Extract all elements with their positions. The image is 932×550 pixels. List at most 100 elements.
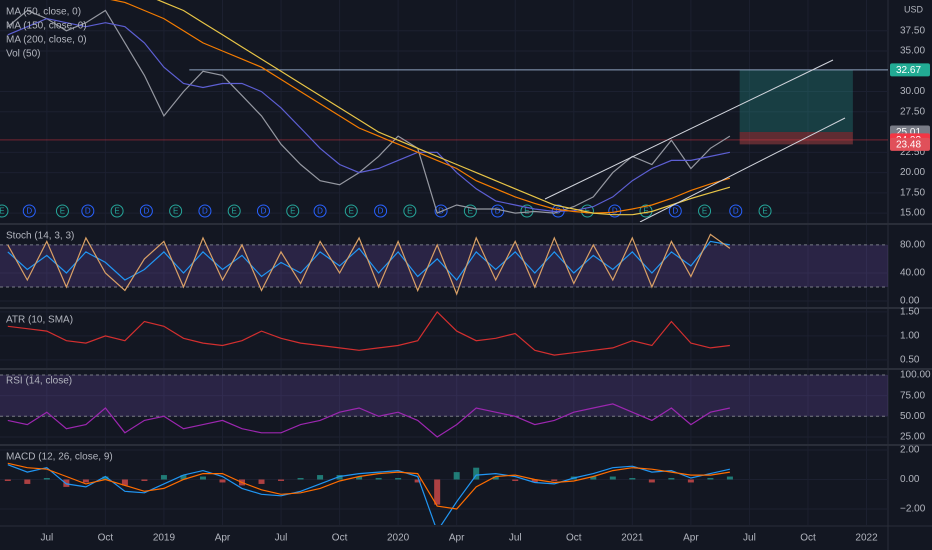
event-label: D: [317, 207, 323, 216]
event-label: D: [495, 207, 501, 216]
histogram-bar: [395, 478, 402, 480]
x-tick-label: Apr: [683, 533, 699, 544]
histogram-bar: [629, 478, 636, 480]
event-label: E: [407, 207, 412, 216]
price-badge-label: 32.67: [896, 65, 921, 76]
legend-entry: MA (200, close, 0): [6, 35, 87, 46]
x-tick-label: Jul: [509, 533, 522, 544]
series-line: [7, 464, 731, 525]
event-marker: [286, 204, 300, 218]
event-marker: [22, 204, 36, 218]
histogram-bar: [141, 479, 148, 481]
y-tick-label: 2.00: [900, 445, 920, 456]
histogram-bar: [473, 467, 480, 480]
histogram-bar: [336, 475, 343, 480]
y-tick-label: 75.00: [900, 390, 925, 401]
x-tick-label: Oct: [332, 533, 348, 544]
event-marker: [227, 204, 241, 218]
histogram-bar: [121, 479, 128, 486]
event-marker: [198, 204, 212, 218]
histogram-bar: [453, 472, 460, 480]
event-label: E: [643, 207, 648, 216]
histogram-bar: [512, 479, 519, 481]
histogram-bar: [297, 478, 304, 480]
event-label: D: [612, 207, 618, 216]
price-badge-label: 23.48: [896, 140, 921, 151]
pane-title: ATR (10, SMA): [6, 315, 73, 326]
y-tick-label: 0.00: [900, 296, 920, 307]
event-label: D: [202, 207, 208, 216]
event-label: E: [524, 207, 529, 216]
event-marker: [139, 204, 153, 218]
event-label: E: [173, 207, 178, 216]
x-tick-label: Apr: [449, 533, 465, 544]
event-marker: [313, 204, 327, 218]
currency-label: USD: [904, 4, 924, 14]
histogram-bar: [434, 479, 441, 505]
y-tick-label: 1.50: [900, 307, 920, 318]
series-line: [7, 17, 731, 213]
legend-entry: Vol (50): [6, 49, 40, 60]
legend-entry: MA (150, close, 0): [6, 21, 87, 32]
pane-title: MACD (12, 26, close, 9): [6, 452, 113, 463]
x-tick-label: Oct: [566, 533, 582, 544]
histogram-bar: [375, 478, 382, 480]
series-line: [156, 0, 731, 216]
histogram-bar: [687, 479, 694, 483]
event-marker: [758, 204, 772, 218]
event-marker: [55, 204, 69, 218]
series-line: [7, 233, 731, 296]
pane: [0, 233, 888, 302]
histogram-bar: [43, 478, 50, 480]
histogram-bar: [258, 479, 265, 484]
y-tick-label: 80.00: [900, 240, 925, 251]
pane: [0, 449, 888, 525]
x-tick-label: Oct: [98, 533, 114, 544]
x-tick-label: 2022: [855, 533, 878, 544]
histogram-bar: [102, 476, 109, 480]
event-label: E: [349, 207, 354, 216]
y-tick-label: 35.00: [900, 46, 925, 57]
event-label: E: [0, 207, 5, 216]
event-label: D: [378, 207, 384, 216]
histogram-bar: [24, 479, 31, 484]
price-badge: [890, 137, 930, 151]
histogram-bar: [219, 479, 226, 483]
band: [0, 374, 888, 417]
price-badge: [890, 63, 930, 77]
channel-drawing: [544, 59, 846, 222]
series-line: [7, 9, 731, 214]
event-label: E: [468, 207, 473, 216]
y-tick-label: 15.00: [900, 208, 925, 219]
event-label: D: [733, 207, 739, 216]
pane: [0, 374, 888, 438]
event-marker: [169, 204, 183, 218]
pane-title: RSI (14, close): [6, 376, 72, 387]
histogram-bar: [551, 479, 558, 481]
histogram-bar: [356, 476, 363, 480]
y-tick-label: −2.00: [900, 504, 926, 515]
channel-lower: [639, 117, 846, 222]
y-tick-label: 30.00: [900, 86, 925, 97]
position-profit: [739, 69, 853, 132]
series-line: [7, 403, 731, 438]
x-tick-label: Oct: [800, 533, 816, 544]
price-badge-label: 25.01: [896, 127, 921, 138]
event-marker: [344, 204, 358, 218]
y-tick-label: 37.50: [900, 25, 925, 36]
histogram-bar: [531, 479, 538, 483]
event-marker: [0, 204, 9, 218]
histogram-bar: [707, 478, 714, 480]
histogram-bar: [180, 475, 187, 480]
series-line: [110, 0, 731, 214]
histogram-bar: [82, 479, 89, 483]
position-loss: [739, 131, 853, 145]
histogram-bar: [492, 476, 499, 480]
histogram-bar: [609, 476, 616, 480]
y-tick-label: 40.00: [900, 268, 925, 279]
event-label: D: [672, 207, 678, 216]
legend-entry: MA (50, close, 0): [6, 7, 81, 18]
event-label: D: [143, 207, 149, 216]
